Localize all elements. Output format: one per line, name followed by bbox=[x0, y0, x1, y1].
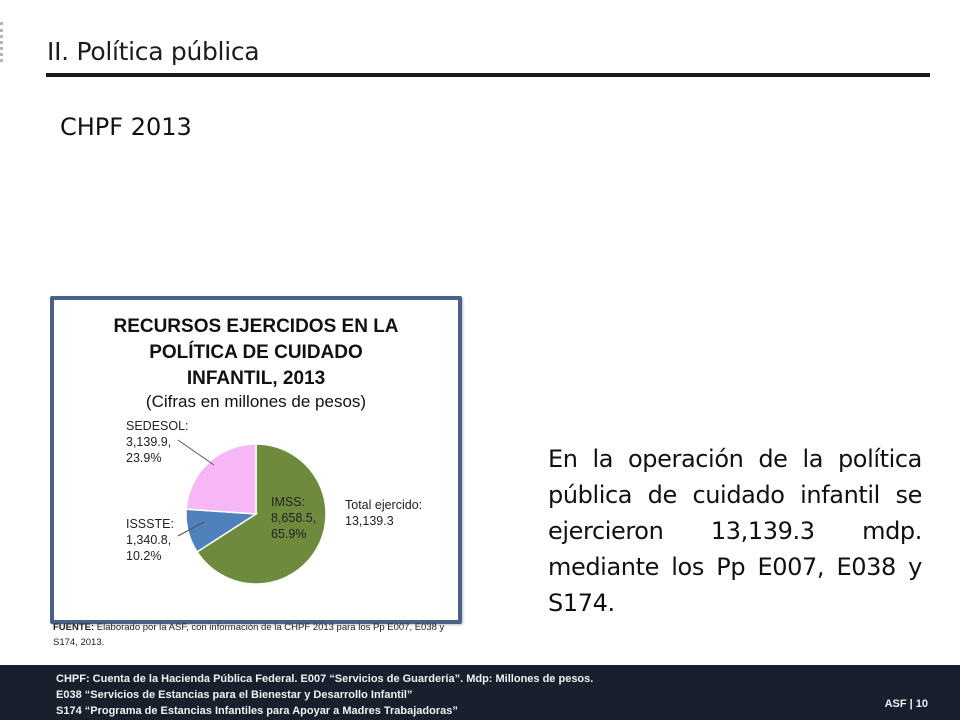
total-label: 13,139.3 bbox=[345, 514, 394, 528]
slice-label-sedesol: SEDESOL: bbox=[126, 419, 189, 433]
slice-label-sedesol: 3,139.9, bbox=[126, 435, 171, 449]
section-title: II. Política pública bbox=[47, 37, 260, 66]
slice-label-imss: IMSS: bbox=[271, 495, 305, 509]
leader-line-sedesol bbox=[177, 439, 215, 466]
source-text: Elaborado por la ASF, con información de… bbox=[53, 622, 445, 648]
source-label: FUENTE: bbox=[53, 622, 95, 633]
pie-chart-panel: RECURSOS EJERCIDOS EN LA POLÍTICA DE CUID… bbox=[50, 296, 462, 624]
pie-chart: RECURSOS EJERCIDOS EN LA POLÍTICA DE CUID… bbox=[113, 316, 422, 585]
slice-label-issste: 10.2% bbox=[126, 549, 161, 563]
footer-note: E038 “Servicios de Estancias para el Bie… bbox=[56, 689, 413, 701]
corner-decoration bbox=[0, 22, 7, 62]
total-label: Total ejercido: bbox=[345, 498, 422, 512]
footer-notes: CHPF: Cuenta de la Hacienda Pública Fede… bbox=[56, 671, 593, 719]
slice-label-imss: 65.9% bbox=[271, 527, 306, 541]
slice-label-sedesol: 23.9% bbox=[126, 451, 161, 465]
slice-label-issste: ISSSTE: bbox=[126, 517, 174, 531]
pie-slice-imss bbox=[196, 443, 327, 585]
footer-bar: CHPF: Cuenta de la Hacienda Pública Fede… bbox=[0, 665, 960, 720]
chart-title-line: RECURSOS EJERCIDOS EN LA bbox=[113, 316, 398, 337]
pie-slice-sedesol bbox=[185, 443, 257, 515]
slice-label-issste: 1,340.8, bbox=[126, 533, 171, 547]
leader-line-issste bbox=[177, 521, 205, 537]
footer-note: S174 “Programa de Estancias Infantiles p… bbox=[56, 705, 458, 717]
slide-subtitle: CHPF 2013 bbox=[60, 113, 192, 141]
chart-subtitle: (Cifras en millones de pesos) bbox=[146, 392, 366, 411]
chart-title-line: INFANTIL, 2013 bbox=[187, 368, 325, 389]
footer-note: CHPF: Cuenta de la Hacienda Pública Fede… bbox=[56, 673, 594, 685]
source-note: FUENTE: Elaborado por la ASF, con inform… bbox=[53, 620, 453, 650]
title-divider bbox=[46, 73, 930, 77]
slice-label-imss: 8,658.5, bbox=[271, 511, 316, 525]
chart-title-line: POLÍTICA DE CUIDADO bbox=[149, 341, 363, 363]
summary-paragraph: En la operación de la política pública d… bbox=[548, 445, 922, 617]
page-number: ASF | 10 bbox=[884, 698, 928, 710]
